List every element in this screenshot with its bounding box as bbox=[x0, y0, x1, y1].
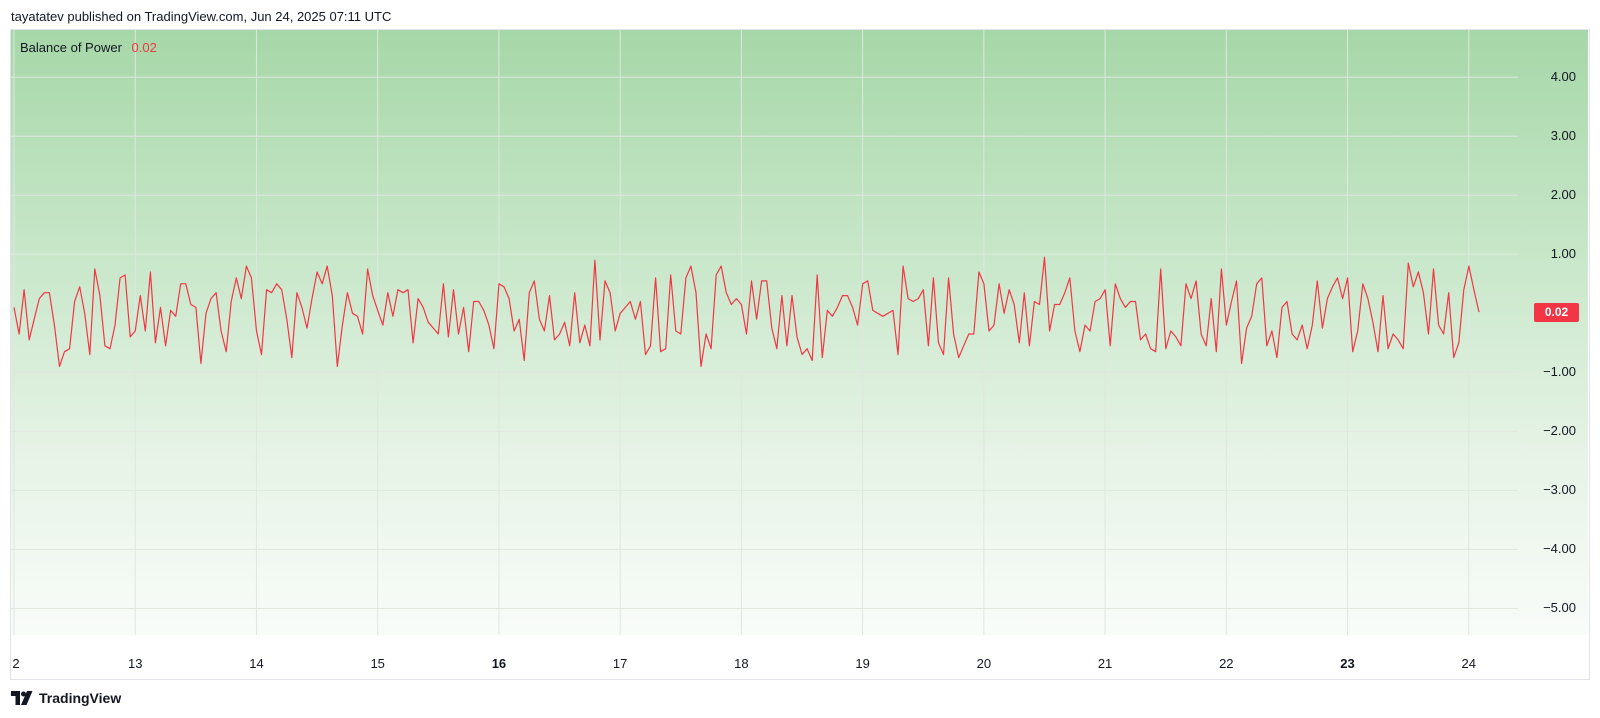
x-tick-label: 22 bbox=[1219, 656, 1234, 671]
y-tick-label: −2.00 bbox=[1543, 423, 1576, 439]
x-tick-label: 23 bbox=[1340, 656, 1355, 671]
indicator-name: Balance of Power bbox=[20, 40, 122, 55]
publish-header: tayatatev published on TradingView.com, … bbox=[11, 9, 392, 24]
x-tick-label: 13 bbox=[127, 656, 143, 671]
y-tick-label: 2.00 bbox=[1550, 187, 1576, 203]
y-tick-label: −5.00 bbox=[1543, 600, 1576, 616]
last-value-badge: 0.02 bbox=[1534, 302, 1579, 322]
bop-series-line bbox=[13, 256, 1480, 367]
tradingview-logo-icon bbox=[11, 691, 33, 705]
y-tick-label: −3.00 bbox=[1543, 482, 1576, 498]
plot-area[interactable] bbox=[11, 30, 1588, 635]
x-tick-label: 20 bbox=[976, 656, 992, 671]
x-tick-label: 15 bbox=[370, 656, 385, 671]
x-tick-label: 2 bbox=[12, 656, 20, 671]
x-tick-label: 16 bbox=[491, 656, 507, 671]
x-tick-label: 21 bbox=[1097, 656, 1113, 671]
brand-name: TradingView bbox=[39, 690, 122, 706]
y-tick-label: 4.00 bbox=[1550, 69, 1576, 85]
tradingview-logo[interactable]: TradingView bbox=[11, 690, 121, 706]
y-tick-label: −1.00 bbox=[1543, 364, 1576, 380]
x-tick-label: 14 bbox=[249, 656, 264, 671]
x-tick-label: 18 bbox=[734, 656, 749, 671]
x-tick-label: 19 bbox=[855, 656, 870, 671]
indicator-value: 0.02 bbox=[131, 40, 157, 55]
x-tick-label: 17 bbox=[612, 656, 628, 671]
y-tick-label: −4.00 bbox=[1543, 541, 1576, 557]
x-tick-label: 24 bbox=[1461, 656, 1476, 671]
y-tick-label: 3.00 bbox=[1550, 128, 1576, 144]
chart-frame bbox=[10, 29, 1590, 680]
indicator-legend[interactable]: Balance of Power 0.02 bbox=[20, 40, 157, 55]
y-tick-label: 1.00 bbox=[1550, 246, 1576, 262]
